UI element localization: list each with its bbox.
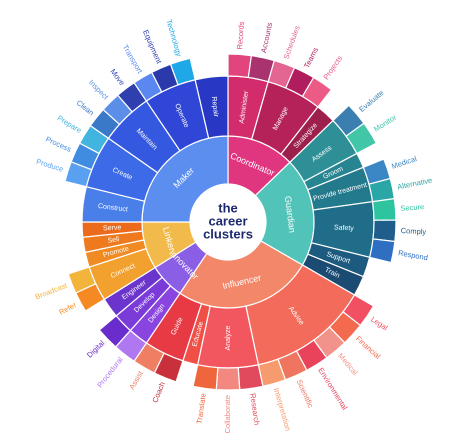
sub-label: Analyze [225, 325, 232, 350]
leaf-label: Equipment [141, 28, 164, 65]
cluster-label: Guardian [283, 195, 297, 233]
leaf-label: Scientific [295, 378, 316, 409]
sub-label: Serve [103, 224, 122, 232]
leaf-label: Medical [390, 154, 418, 171]
leaf-label: Teams [302, 46, 320, 70]
sub-label: Construct [98, 203, 129, 214]
leaf-label: Secure [400, 202, 424, 213]
leaf-label: Records [235, 21, 246, 50]
sub-label: Sell [107, 236, 120, 245]
leaf-label: Assist [127, 369, 145, 392]
leaf-label: Process [44, 134, 73, 154]
leaf-wedge [227, 53, 253, 79]
leaf-label: Schedules [281, 24, 301, 60]
leaf-label: Broadcast [34, 280, 70, 301]
leaf-label: Translate [195, 393, 208, 425]
leaf-label: Environmental [316, 366, 349, 412]
leaf-label: Digital [85, 338, 106, 359]
leaf-label: Collaborate [223, 395, 232, 433]
leaf-wedge [371, 197, 397, 221]
sub-wedge [194, 75, 229, 139]
leaf-wedge [368, 238, 396, 264]
leaf-wedge [237, 364, 264, 391]
leaf-label: Medical [336, 351, 360, 377]
leaf-label: Technology [164, 18, 183, 57]
leaf-label: Evaluate [357, 88, 385, 114]
leaf-label: Research [248, 393, 261, 426]
leaf-label: Alternative [397, 176, 434, 192]
center-circle [190, 184, 266, 260]
leaf-wedge [192, 364, 219, 391]
sub-label: Safety [334, 224, 355, 232]
leaf-label: Financial [354, 334, 383, 361]
leaf-label: Legal [369, 315, 390, 333]
leaf-label: Transport [121, 43, 145, 76]
leaf-label: Procedural [95, 355, 125, 389]
leaf-label: Projects [321, 54, 344, 82]
leaf-label: Coach [150, 381, 166, 404]
center-title: career [208, 213, 247, 228]
leaf-label: Monitor [372, 113, 398, 134]
leaf-label: Produce [35, 157, 64, 174]
leaf-label: Respond [397, 248, 428, 262]
leaf-label: Refer [57, 300, 78, 317]
center-title: clusters [203, 226, 253, 241]
sub-label: Administer [239, 90, 251, 124]
leaf-wedge [215, 367, 241, 391]
center-title: the [218, 200, 238, 215]
leaf-label: Clean [75, 98, 96, 117]
leaf-label: Prepare [56, 113, 83, 135]
sub-label: Repair [210, 96, 219, 118]
leaf-label: Accounts [259, 21, 274, 53]
leaf-label: Move [108, 67, 126, 87]
leaf-wedge [372, 219, 397, 243]
leaf-label: Comply [401, 226, 427, 236]
leaf-label: Interpretation [272, 387, 293, 432]
leaf-label: Inspect [87, 78, 111, 102]
